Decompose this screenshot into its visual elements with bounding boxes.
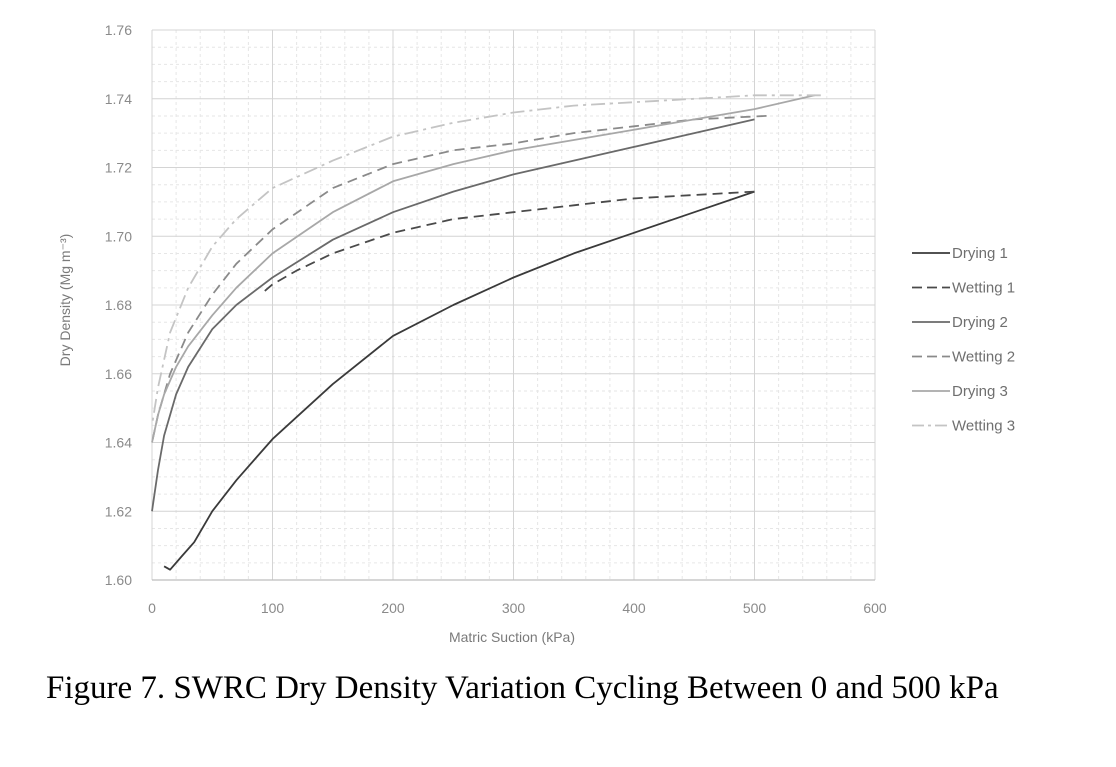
x-tick-label: 100 <box>261 600 285 616</box>
x-tick-label: 0 <box>148 600 156 616</box>
y-tick-label: 1.60 <box>105 572 132 588</box>
legend-label: Drying 1 <box>952 245 1008 262</box>
y-tick-label: 1.76 <box>105 22 132 38</box>
tick-labels: 0 100 200 300 400 500 600 1.60 1.62 1.64 1.66 1.68 1… <box>105 22 887 616</box>
y-tick-label: 1.70 <box>105 228 132 244</box>
y-tick-label: 1.62 <box>105 503 132 519</box>
legend-label: Wetting 2 <box>952 349 1015 366</box>
series-line-1 <box>163 190 755 571</box>
x-tick-label: 500 <box>743 600 767 616</box>
y-tick-label: 1.66 <box>105 366 132 382</box>
y-tick-label: 1.72 <box>105 160 132 176</box>
x-tick-label: 200 <box>381 600 405 616</box>
legend-label: Drying 2 <box>952 314 1008 331</box>
x-tick-label: 400 <box>622 600 646 616</box>
x-tick-label: 600 <box>863 600 887 616</box>
series-line-5 <box>151 94 816 443</box>
grid <box>151 29 876 581</box>
series-layer <box>151 94 821 571</box>
legend: Drying 1 Wetting 1 Drying 2 Wetting 2 Drying… <box>912 245 1015 435</box>
chart: 0 100 200 300 400 500 600 1.60 1.62 1.64 1.66 1.68 1… <box>57 22 1015 645</box>
legend-label: Wetting 1 <box>952 280 1015 297</box>
y-tick-label: 1.64 <box>105 435 132 451</box>
x-axis-title: Matric Suction (kPa) <box>449 629 575 645</box>
y-tick-label: 1.68 <box>105 297 132 313</box>
figure-caption: Figure 7. SWRC Dry Density Variation Cyc… <box>46 670 999 706</box>
y-tick-label: 1.74 <box>105 91 132 107</box>
x-tick-label: 300 <box>502 600 526 616</box>
legend-label: Wetting 3 <box>952 418 1015 435</box>
legend-label: Drying 3 <box>952 383 1008 400</box>
series-line-4 <box>151 115 767 443</box>
series-line-3 <box>151 118 755 512</box>
series-line-2 <box>259 190 755 296</box>
y-axis-title: Dry Density (Mg m⁻³) <box>57 234 73 367</box>
series-line-6 <box>151 94 821 426</box>
